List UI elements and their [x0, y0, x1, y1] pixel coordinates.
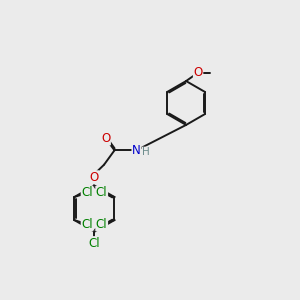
- Text: H: H: [142, 147, 150, 157]
- Text: Cl: Cl: [96, 186, 107, 199]
- Text: O: O: [101, 132, 110, 145]
- Text: Cl: Cl: [81, 186, 93, 199]
- Text: Cl: Cl: [81, 218, 93, 231]
- Text: Cl: Cl: [96, 218, 107, 231]
- Text: O: O: [194, 67, 203, 80]
- Text: N: N: [132, 144, 141, 157]
- Text: O: O: [90, 171, 99, 184]
- Text: Cl: Cl: [88, 237, 100, 250]
